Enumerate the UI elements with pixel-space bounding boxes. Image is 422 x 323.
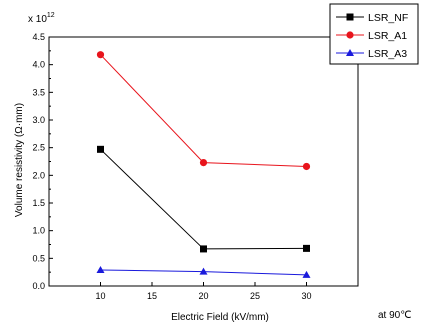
series-line-lsr-a1 [101, 55, 307, 167]
data-point-lsr-a1 [200, 159, 207, 166]
x-tick-label: 20 [198, 291, 208, 301]
x-tick-label: 25 [250, 291, 260, 301]
legend-label-lsr-a3: LSR_A3 [368, 48, 407, 60]
data-point-lsr-nf [97, 146, 104, 153]
temperature-annotation: at 90℃ [378, 310, 411, 321]
x-tick-label: 10 [95, 291, 105, 301]
y-tick-label: 4.0 [32, 60, 45, 70]
y-multiplier: x 1012 [28, 12, 55, 25]
data-point-lsr-a1 [303, 163, 310, 170]
series-lsr-a3 [97, 266, 311, 278]
x-tick-label: 15 [147, 291, 157, 301]
data-point-lsr-nf [200, 245, 207, 252]
y-tick-label: 1.0 [32, 226, 45, 236]
y-tick-label: 0.0 [32, 281, 45, 291]
y-tick-label: 3.0 [32, 115, 45, 125]
y-tick-label: 0.5 [32, 253, 45, 263]
legend-label-lsr-nf: LSR_NF [368, 12, 408, 24]
x-tick-label: 30 [301, 291, 311, 301]
legend-label-lsr-a1: LSR_A1 [368, 30, 407, 42]
y-tick-label: 1.5 [32, 198, 45, 208]
legend-marker-lsr-a1 [346, 31, 353, 38]
legend: LSR_NF LSR_A1 LSR_A3 [330, 4, 418, 64]
y-tick-label: 4.5 [32, 32, 45, 42]
y-tick-label: 2.5 [32, 143, 45, 153]
y-axis-label: Volume resistivity (Ω·mm) [14, 103, 25, 217]
y-tick-label: 2.0 [32, 170, 45, 180]
x-axis-label: Electric Field (kV/mm) [171, 312, 269, 323]
data-point-lsr-nf [303, 245, 310, 252]
series-lsr-a1 [97, 51, 310, 170]
data-point-lsr-a3 [97, 266, 105, 273]
data-point-lsr-a1 [97, 51, 104, 58]
y-tick-label: 3.5 [32, 87, 45, 97]
legend-marker-lsr-nf [347, 14, 354, 21]
